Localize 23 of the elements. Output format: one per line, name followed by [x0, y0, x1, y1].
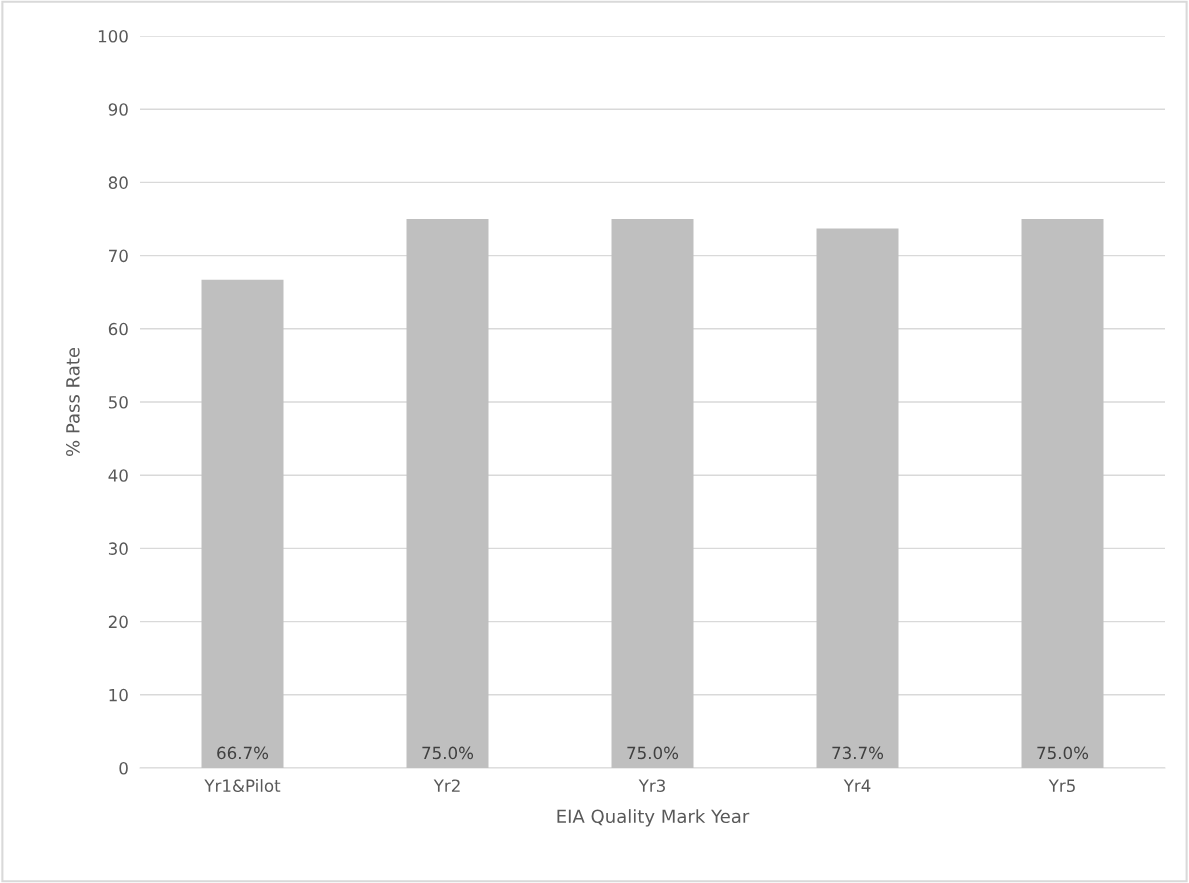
data-label: 66.7%	[217, 746, 269, 760]
y-axis-title: % Pass Rate	[66, 347, 80, 456]
data-label: 75.0%	[1037, 746, 1089, 760]
x-tick-label: Yr5	[1048, 779, 1075, 793]
y-tick-label: 70	[109, 249, 128, 263]
y-tick-label: 10	[109, 688, 128, 702]
y-tick-label: 60	[108, 322, 128, 336]
y-tick-label: 40	[108, 469, 128, 482]
y-tick-label: 0	[119, 761, 128, 775]
data-label: 75.0%	[422, 746, 474, 760]
x-tick-label: Yr4	[843, 779, 871, 792]
x-tick-label: Yr2	[433, 779, 460, 792]
y-tick-label: 30	[108, 542, 128, 555]
y-tick-label: 90	[108, 103, 128, 116]
x-tick-label: Yr1&Pilot	[204, 779, 281, 793]
y-tick-label: 100	[98, 29, 128, 43]
y-tick-label: 80	[108, 176, 128, 189]
data-label: 73.7%	[832, 746, 884, 760]
data-label: 75.0%	[627, 746, 679, 760]
y-tick-label: 20	[108, 615, 128, 629]
y-tick-label: 50	[108, 395, 128, 409]
x-tick-label: Yr3	[638, 779, 665, 793]
x-axis-title: EIA Quality Mark Year	[557, 809, 750, 827]
